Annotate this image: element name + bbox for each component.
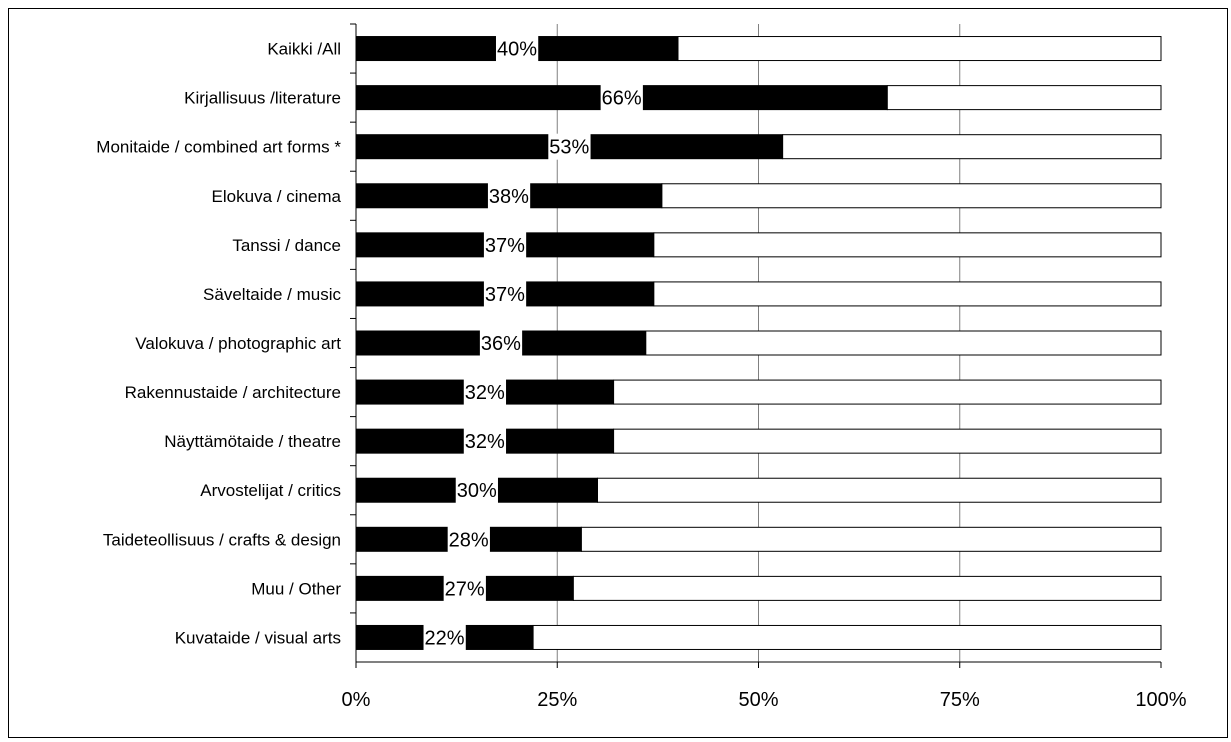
category-label: Näyttämötaide / theatre [164, 432, 341, 451]
category-label: Valokuva / photographic art [135, 334, 341, 353]
category-label: Kuvataide / visual arts [175, 628, 341, 647]
bar-segment-rest [613, 428, 1162, 454]
x-tick-label: 50% [738, 689, 778, 711]
data-label-background [548, 133, 591, 160]
category-label: Arvostelijat / critics [200, 481, 341, 500]
data-label: 37% [485, 284, 525, 306]
data-label: 27% [445, 578, 485, 600]
data-label: 32% [465, 431, 505, 453]
bar-segment-rest [661, 183, 1162, 209]
data-label-background [463, 379, 507, 406]
data-label-background [600, 84, 643, 111]
x-tick-label: 75% [940, 689, 980, 711]
category-label: Elokuva / cinema [212, 187, 342, 206]
x-tick-labels: 0% 25% 50% 75% 100% [342, 689, 1187, 711]
bar-segment-rest [677, 36, 1162, 62]
data-label: 30% [457, 480, 497, 502]
bar-segment-rest [532, 624, 1162, 650]
data-label-background [463, 428, 507, 455]
bar-segment-rest [645, 330, 1162, 356]
data-label-background [487, 182, 531, 209]
data-label-background [455, 477, 498, 504]
data-label: 22% [425, 627, 465, 649]
category-label: Muu / Other [251, 579, 341, 598]
bar-segment-rest [572, 575, 1162, 601]
data-label-background [443, 575, 486, 602]
x-tick-label: 100% [1135, 689, 1186, 711]
data-label-background [423, 624, 466, 651]
category-label: Rakennustaide / architecture [125, 383, 341, 402]
data-label: 36% [481, 333, 521, 355]
data-label-background [483, 280, 527, 307]
data-label-background [479, 330, 523, 356]
data-label: 38% [489, 186, 529, 208]
x-tick-label: 25% [537, 689, 577, 711]
data-label-background [495, 35, 539, 62]
data-label-background [447, 526, 490, 553]
data-label: 53% [549, 137, 589, 159]
data-labels: 40% 66% 53% 38% 37% 37% 36% 32% 32% 30% 28% 27% 22% [423, 35, 643, 651]
x-tick-label: 0% [342, 689, 371, 711]
data-label: 37% [485, 235, 525, 257]
bar-segment-rest [653, 232, 1162, 258]
bar-segment-rest [580, 526, 1162, 552]
bar-segment-rest [597, 477, 1162, 503]
bar-segment-rest [782, 134, 1162, 160]
bar-segment-rest [653, 281, 1162, 307]
category-label: Taideteollisuus / crafts & design [103, 530, 341, 549]
data-label-background [483, 231, 527, 258]
category-label: Kirjallisuus /literature [184, 89, 341, 108]
category-label: Monitaide / combined art forms * [96, 138, 341, 157]
category-labels: Kaikki /All Kirjallisuus /literature Monit… [96, 40, 341, 648]
bar-segment-rest [613, 379, 1162, 405]
data-label: 66% [602, 88, 642, 110]
category-label: Kaikki /All [267, 40, 341, 59]
data-label: 40% [497, 39, 537, 61]
category-label: Tanssi / dance [232, 236, 341, 255]
data-label: 28% [449, 529, 489, 551]
category-label: Säveltaide / music [203, 285, 341, 304]
data-label: 32% [465, 382, 505, 404]
chart-frame [8, 8, 1228, 738]
bar-segment-rest [886, 85, 1162, 111]
